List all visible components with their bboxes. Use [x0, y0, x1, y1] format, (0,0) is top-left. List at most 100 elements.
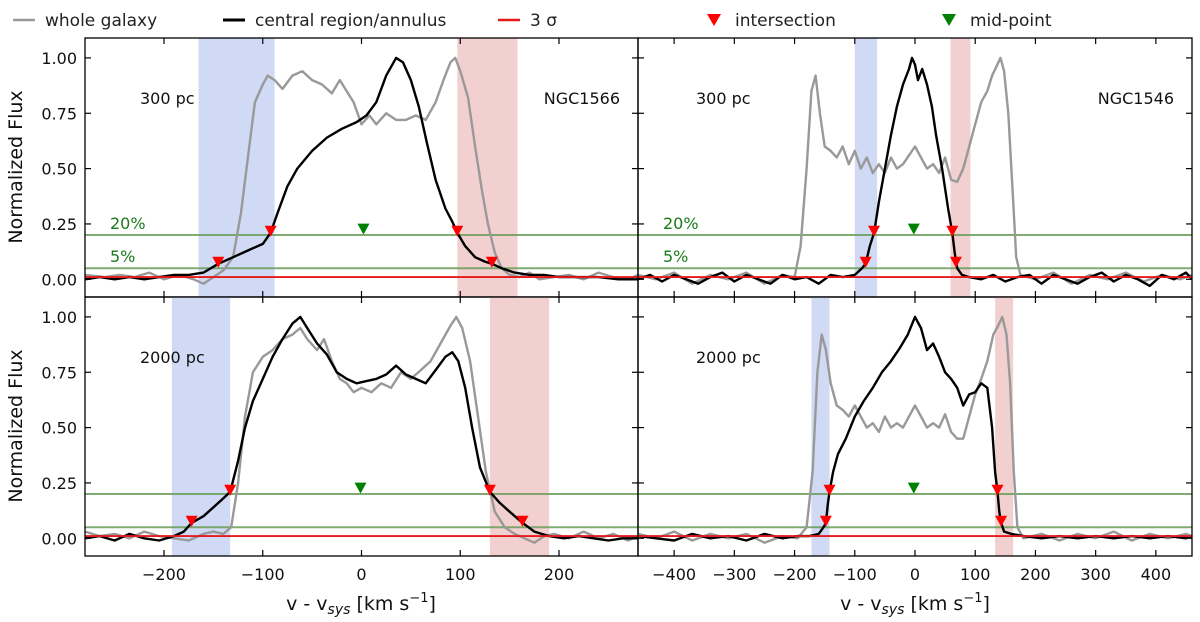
y-tick-label: 0.00 — [41, 270, 77, 289]
x-tick-label: −400 — [652, 565, 696, 584]
legend-item-1: central region/annulus — [223, 11, 447, 31]
intersection-marker — [185, 515, 198, 527]
legend-item-2: 3 σ — [498, 11, 557, 31]
intersection-marker — [224, 484, 237, 496]
panel-frame — [637, 37, 1193, 298]
panel-frame — [637, 296, 1193, 557]
y-axis-label: Normalized Flux — [5, 349, 27, 502]
midpoint-marker — [907, 223, 920, 235]
blue-velocity-band — [811, 297, 830, 556]
level-20-label: 20% — [663, 214, 699, 233]
legend-item-0: whole galaxy — [13, 11, 157, 31]
intersection-marker — [485, 256, 498, 268]
legend-item-3: intersection — [707, 11, 836, 31]
intersection-marker — [823, 484, 836, 496]
red-velocity-band — [457, 38, 518, 297]
x-tick-label: −100 — [241, 565, 285, 584]
x-tick-label: −100 — [833, 565, 877, 584]
x-axis-label: v - vsys [km s−1] — [840, 591, 990, 618]
legend-label: 3 σ — [530, 11, 557, 31]
x-axis-label-units: [km s — [350, 593, 409, 615]
x-tick-label: −300 — [712, 565, 756, 584]
intersection-marker — [859, 256, 872, 268]
intersection-marker — [946, 225, 959, 237]
intersection-marker — [819, 515, 832, 527]
x-axis-label-close: ] — [428, 593, 435, 615]
legend-triangle-marker — [707, 14, 721, 26]
radius-label: 300 pc — [696, 89, 751, 108]
x-tick-label: 300 — [1080, 565, 1111, 584]
plot-area — [638, 297, 1192, 556]
series-central-region — [638, 56, 1192, 288]
series-whole-galaxy — [85, 315, 638, 544]
galaxy-name: NGC1566 — [544, 89, 620, 108]
legend: whole galaxy central region/annulus 3 σ int… — [13, 11, 1052, 31]
legend-triangle-marker — [942, 14, 956, 26]
y-tick-label: 0.75 — [41, 363, 77, 382]
x-tick-label: −200 — [773, 565, 817, 584]
red-velocity-band — [489, 297, 550, 556]
x-tick-label: 0 — [356, 565, 366, 584]
x-tick-label: 100 — [960, 565, 991, 584]
intersection-marker — [949, 256, 962, 268]
panel-1: 300 pc NGC1546 20% 5% — [637, 37, 1193, 298]
x-axis-label-sub: sys — [882, 602, 905, 618]
x-axis-label-units: [km s — [904, 593, 963, 615]
level-5-label: 5% — [110, 247, 135, 266]
series-whole-galaxy — [638, 56, 1192, 285]
galaxy-name: NGC1546 — [1098, 89, 1174, 108]
x-tick-label: 400 — [1141, 565, 1172, 584]
legend-label: intersection — [735, 11, 836, 31]
x-axis-label-sub: sys — [328, 602, 351, 618]
midpoint-marker — [354, 482, 367, 494]
blue-velocity-band — [171, 297, 231, 556]
x-tick-label: 0 — [910, 565, 920, 584]
series-central-region — [85, 56, 638, 281]
y-tick-label: 0.50 — [41, 160, 77, 179]
panel-3: −400 −300 −200 −100 0 100 200 300 400 2000 pc — [637, 296, 1193, 584]
plot-area — [85, 297, 638, 556]
x-axis-label-close: ] — [982, 593, 989, 615]
y-tick-label: 0.50 — [41, 419, 77, 438]
y-tick-label: 1.00 — [41, 49, 77, 68]
legend-label: central region/annulus — [255, 11, 447, 31]
midpoint-marker — [907, 482, 920, 494]
red-velocity-band — [950, 38, 971, 297]
y-tick-label: 0.75 — [41, 104, 77, 123]
series-central-region — [85, 315, 638, 542]
intersection-marker — [212, 256, 225, 268]
x-axis-label-main: v - v — [840, 593, 881, 615]
legend-label: whole galaxy — [45, 11, 157, 31]
blue-velocity-band — [854, 38, 878, 297]
x-axis-label: v - vsys [km s−1] — [286, 591, 436, 618]
y-tick-label: 0.25 — [41, 474, 77, 493]
y-axis-label: Normalized Flux — [5, 90, 27, 243]
panel-2: 0.00 0.25 0.50 0.75 1.00 −200 −100 0 100 200 2000 … — [41, 296, 639, 584]
legend-item-4: mid-point — [942, 11, 1052, 31]
intersection-marker — [516, 515, 529, 527]
intersection-marker — [995, 515, 1008, 527]
intersection-marker — [991, 484, 1004, 496]
panel-0: 0.00 0.25 0.50 0.75 1.00 300 pc NGC1566 20% 5% — [41, 37, 639, 298]
y-tick-label: 0.25 — [41, 215, 77, 234]
intersection-marker — [264, 225, 277, 237]
panel-frame — [84, 296, 639, 557]
intersection-marker — [868, 225, 881, 237]
x-axis-label-sup: −1 — [963, 591, 982, 606]
x-tick-label: −200 — [142, 565, 186, 584]
level-5-label: 5% — [663, 247, 688, 266]
radius-label: 300 pc — [140, 89, 195, 108]
panel-frame — [84, 37, 639, 298]
x-tick-label: 200 — [544, 565, 575, 584]
y-tick-label: 1.00 — [41, 308, 77, 327]
intersection-marker — [483, 484, 496, 496]
intersection-marker — [451, 225, 464, 237]
radius-label: 2000 pc — [140, 348, 205, 367]
legend-label: mid-point — [970, 11, 1052, 31]
x-axis-label-sup: −1 — [409, 591, 428, 606]
x-tick-label: 200 — [1020, 565, 1051, 584]
x-tick-label: 100 — [445, 565, 476, 584]
x-axis-label-main: v - v — [286, 593, 327, 615]
